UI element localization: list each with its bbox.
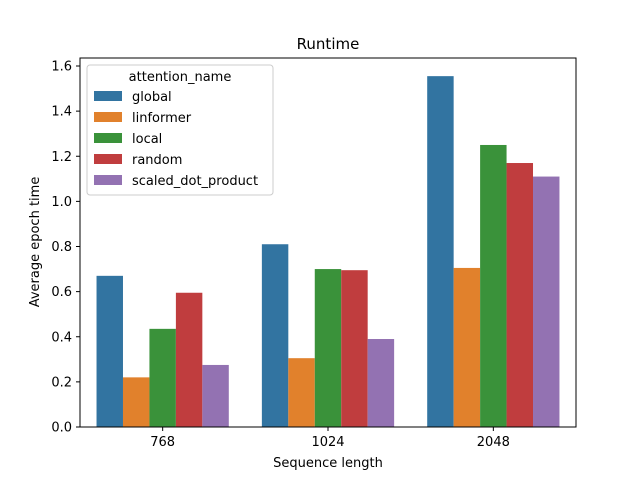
y-tick-label: 1.6 [51,60,72,75]
legend-title: attention_name [129,70,232,85]
bar-random-2048 [506,163,534,427]
bar-global-2048 [427,76,454,428]
x-axis-title: Sequence length [273,456,383,471]
legend: attention_name global linformer local rando… [86,64,274,196]
y-tick-label: 1.4 [51,105,72,120]
bar-linformer-768 [122,377,150,427]
chart-title: Runtime [297,35,360,53]
y-tick-label: 0.2 [51,375,72,390]
legend-label-local: local [132,132,162,147]
legend-swatch-scaled_dot_product [94,175,122,185]
y-tick-label: 1.2 [51,150,72,165]
y-tick-label: 1.0 [51,195,72,210]
legend-swatch-local [94,133,122,143]
bar-global-1024 [261,244,289,427]
bar-local-2048 [480,144,507,427]
legend-label-global: global [132,90,172,105]
legend-swatch-linformer [94,112,122,122]
legend-label-scaled_dot_product: scaled_dot_product [132,174,258,189]
y-axis-title: Average epoch time [28,177,43,308]
legend-swatch-random [94,154,122,164]
bar-scaled_dot_product-768 [202,364,229,427]
bar-global-768 [96,275,123,427]
legend-swatch-global [94,91,122,101]
bar-linformer-2048 [453,267,481,427]
x-axis: 768 1024 2048 [150,427,510,450]
legend-box [86,64,274,196]
x-tick-label-1024: 1024 [311,435,344,450]
bar-random-768 [175,292,203,427]
bar-linformer-1024 [288,358,315,427]
bar-random-1024 [341,270,368,427]
legend-label-linformer: linformer [132,111,192,126]
x-tick-label-2048: 2048 [477,435,510,450]
legend-label-random: random [132,153,182,168]
bars-layer [96,76,560,428]
bar-local-1024 [314,269,342,427]
bar-scaled_dot_product-2048 [533,176,560,427]
bar-local-768 [149,328,176,427]
y-tick-label: 0.8 [51,240,72,255]
y-tick-label: 0.0 [51,421,72,436]
y-axis: 0.0 0.2 0.4 0.6 0.8 1.0 1.2 1.4 1.6 [51,60,80,436]
y-tick-label: 0.6 [51,285,72,300]
y-tick-label: 0.4 [51,330,72,345]
x-tick-label-768: 768 [150,435,175,450]
bar-scaled_dot_product-1024 [367,339,395,427]
